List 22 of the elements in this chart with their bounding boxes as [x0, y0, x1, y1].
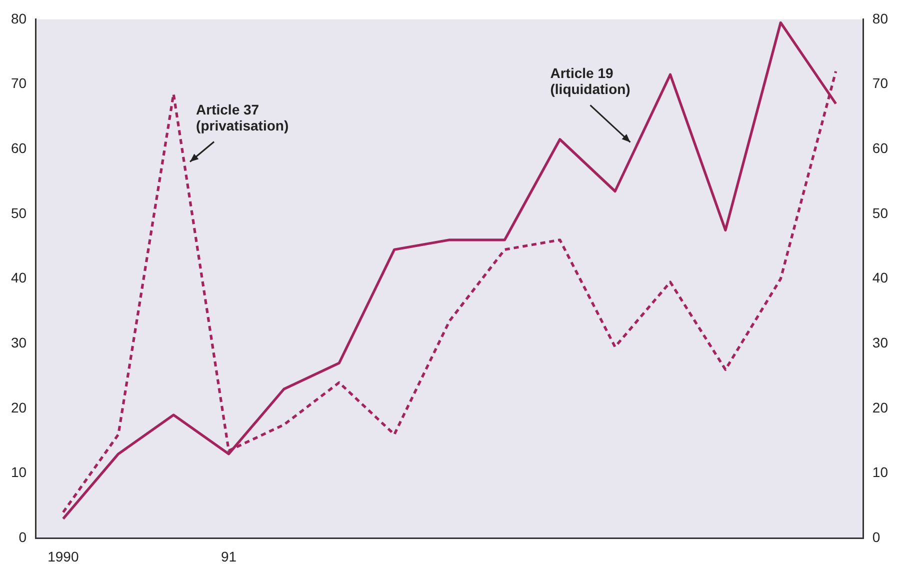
x-tick-label: 91: [220, 548, 237, 564]
y-tick-label: 0: [18, 529, 27, 546]
y2-tick-label: 70: [872, 75, 888, 92]
y-tick-label: 20: [10, 399, 27, 416]
y-tick-label: 70: [10, 75, 27, 92]
y2-tick-label: 0: [872, 529, 880, 546]
y-tick-label: 50: [10, 204, 27, 221]
y-tick-label: 10: [10, 464, 27, 480]
y2-tick-label: 30: [872, 334, 888, 351]
y2-tick-label: 60: [872, 140, 888, 156]
y-tick-label: 60: [10, 140, 27, 156]
y2-tick-label: 10: [872, 464, 888, 480]
y-tick-label: 40: [10, 270, 27, 286]
x-tick-label: 1990: [48, 548, 79, 564]
annotation: Article 37 (privatisation): [196, 102, 289, 134]
y2-tick-label: 40: [872, 270, 888, 286]
y2-tick-label: 20: [872, 399, 888, 416]
y-tick-label: 30: [10, 334, 27, 351]
y2-tick-label: 80: [872, 10, 888, 26]
y-tick-label: 80: [10, 10, 27, 26]
y2-tick-label: 50: [872, 204, 888, 221]
annotation: Article 19 (liquidation): [550, 65, 630, 98]
